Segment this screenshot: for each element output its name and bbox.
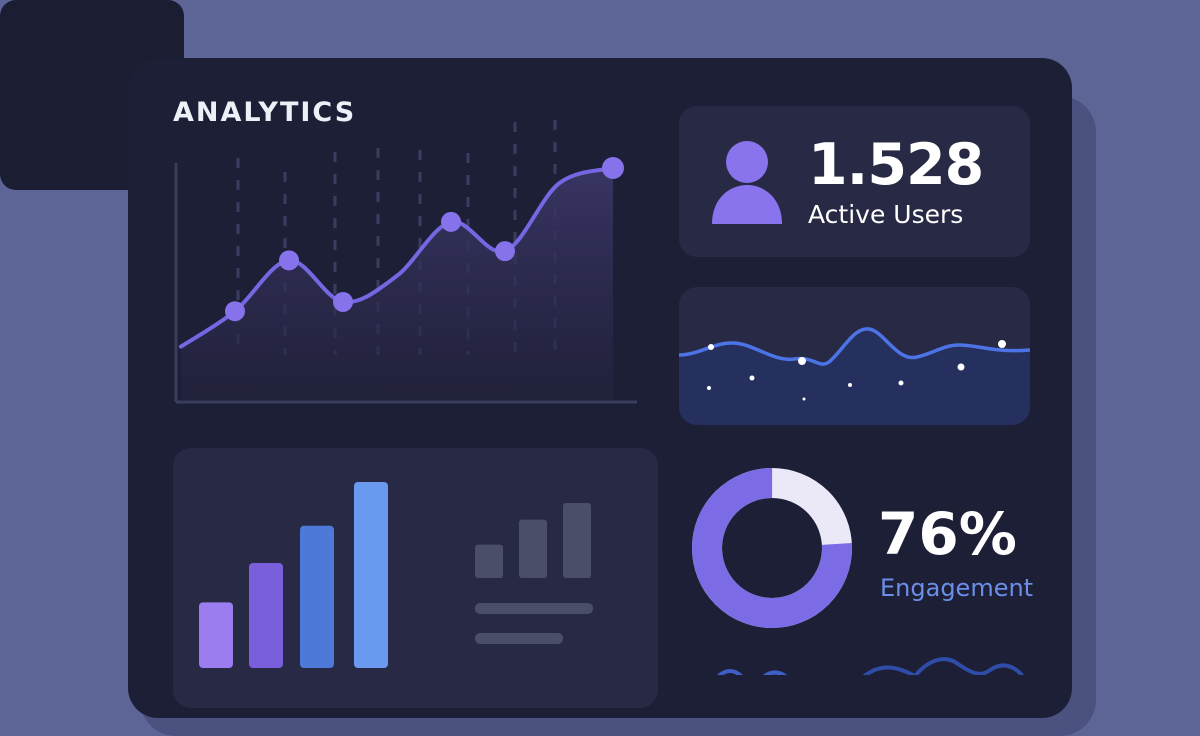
- mini-bar: [519, 519, 547, 578]
- bar: [249, 562, 283, 668]
- line-chart-point: [333, 291, 353, 312]
- donut-slice-engagement: [692, 468, 852, 628]
- line-chart-point: [225, 301, 245, 322]
- wave-area: [679, 328, 1030, 425]
- line-chart-point: [279, 250, 299, 271]
- engagement-value: 76%: [878, 500, 1017, 568]
- active-users-label: Active Users: [808, 200, 964, 229]
- wave-chart-card: [679, 287, 1030, 425]
- wave-line: [679, 327, 1030, 366]
- bar: [199, 602, 233, 668]
- wave-dot: [798, 357, 806, 365]
- wave-dot: [898, 380, 904, 386]
- donut-chart-icon: [692, 468, 852, 628]
- wave-chart: [679, 327, 1030, 425]
- user-icon: [712, 141, 782, 224]
- line-chart-area: [181, 168, 613, 400]
- engagement-label: Engagement: [880, 574, 1034, 602]
- wave-dot: [708, 344, 714, 350]
- bar: [354, 482, 388, 668]
- wave-dot: [957, 363, 965, 371]
- mini-bar: [563, 503, 591, 578]
- line-chart-point: [495, 241, 515, 262]
- wave-dot: [707, 386, 711, 390]
- wave-dot: [848, 383, 852, 387]
- line-chart: [174, 120, 637, 404]
- active-users-value: 1.528: [808, 132, 984, 198]
- wave-dot: [749, 375, 755, 381]
- bottom-wave: [716, 657, 1025, 675]
- mini-bar-chart: [475, 503, 593, 644]
- bar: [300, 525, 334, 668]
- line-chart-point: [441, 211, 461, 232]
- active-users-card: [679, 106, 1030, 257]
- line-chart-points: [225, 157, 624, 322]
- mini-card-text-line: [475, 633, 563, 644]
- mini-card-text-line: [475, 603, 593, 614]
- line-chart-point: [602, 157, 624, 179]
- page-title: ANALYTICS: [173, 97, 357, 128]
- line-chart-series: [179, 166, 615, 349]
- wave-dot: [802, 397, 806, 401]
- bar-chart: [199, 482, 388, 668]
- wave-dot: [998, 340, 1006, 348]
- mini-bar: [475, 544, 503, 578]
